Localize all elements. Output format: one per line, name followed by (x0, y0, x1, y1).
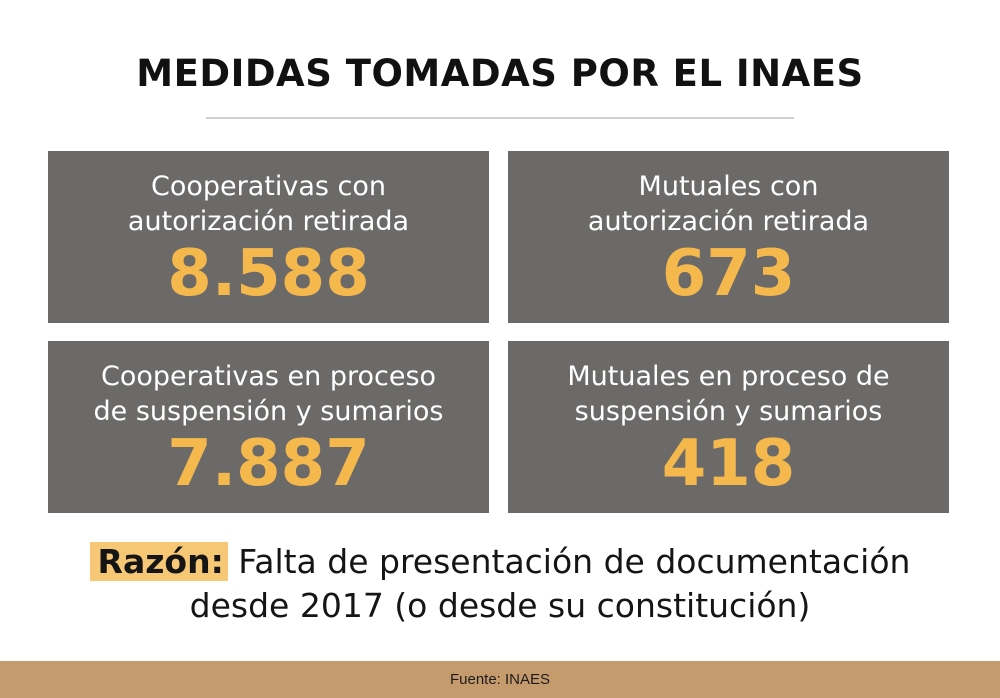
stat-card-value: 8.588 (167, 237, 370, 311)
stat-card-mutuales-suspension: Mutuales en proceso de suspensión y suma… (508, 341, 949, 513)
stat-card-label: Mutuales en proceso de suspensión y suma… (508, 359, 949, 429)
stat-card-label-line2: autorización retirada (587, 206, 870, 237)
stat-card-value: 7.887 (167, 427, 370, 501)
stat-card-label: Cooperativas con autorización retirada (48, 169, 489, 239)
stat-card-label-line2: autorización retirada (127, 206, 410, 237)
stat-card-value: 673 (661, 237, 796, 311)
stat-card-cooperativas-retiradas: Cooperativas con autorización retirada 8… (48, 151, 489, 323)
stat-card-mutuales-retiradas: Mutuales con autorización retirada 673 (508, 151, 949, 323)
stat-card-label-line1: Cooperativas con (150, 171, 387, 202)
stat-card-value: 418 (661, 427, 796, 501)
reason-text: Razón: Falta de presentación de document… (0, 540, 1000, 628)
stat-card-label: Mutuales con autorización retirada (508, 169, 949, 239)
stat-card-label-line1: Cooperativas en proceso (100, 361, 437, 392)
stat-card-label-line1: Mutuales en proceso de (567, 361, 890, 392)
stat-card-label-line1: Mutuales con (638, 171, 819, 202)
page-title: MEDIDAS TOMADAS POR EL INAES (136, 52, 864, 95)
stat-card-label-line2: de suspensión y sumarios (93, 396, 444, 427)
title-divider (206, 117, 794, 119)
stat-card-cooperativas-suspension: Cooperativas en proceso de suspensión y … (48, 341, 489, 513)
reason-line1: Falta de presentación de documentación (227, 542, 911, 581)
stat-card-label: Cooperativas en proceso de suspensión y … (48, 359, 489, 429)
reason-tag: Razón: (89, 542, 228, 581)
stat-card-label-line2: suspensión y sumarios (574, 396, 883, 427)
source-footer: Fuente: INAES (0, 661, 1000, 698)
reason-line2: desde 2017 (o desde su constitución) (189, 586, 811, 625)
